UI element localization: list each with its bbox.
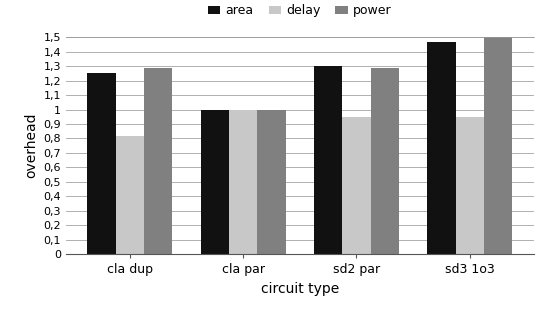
Bar bbox=[257, 109, 285, 254]
Bar bbox=[484, 37, 512, 254]
Bar bbox=[427, 42, 455, 254]
Bar bbox=[455, 117, 484, 254]
Bar bbox=[342, 117, 371, 254]
Bar bbox=[87, 73, 116, 254]
Legend: area, delay, power: area, delay, power bbox=[208, 4, 392, 17]
Y-axis label: overhead: overhead bbox=[24, 113, 38, 179]
X-axis label: circuit type: circuit type bbox=[261, 282, 339, 296]
Bar bbox=[371, 68, 399, 254]
Bar bbox=[229, 109, 257, 254]
Bar bbox=[144, 68, 172, 254]
Bar bbox=[116, 135, 144, 254]
Bar bbox=[201, 109, 229, 254]
Bar bbox=[314, 66, 342, 254]
